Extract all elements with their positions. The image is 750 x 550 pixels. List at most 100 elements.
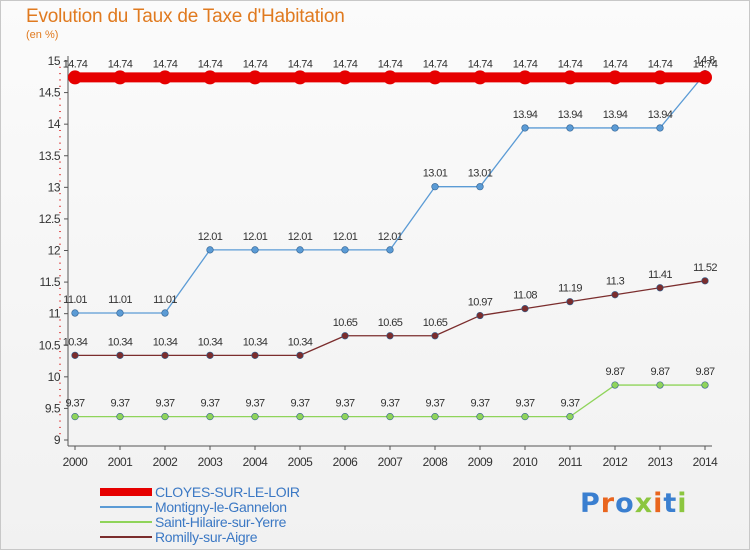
data-label: 14.74 bbox=[243, 58, 268, 70]
data-point bbox=[428, 70, 442, 85]
legend-label: CLOYES-SUR-LE-LOIR bbox=[155, 484, 300, 500]
data-label: 10.65 bbox=[333, 317, 358, 329]
data-point bbox=[608, 70, 622, 85]
data-point bbox=[161, 413, 169, 421]
y-tick-label: 10.5 bbox=[39, 338, 61, 352]
data-label: 9.37 bbox=[380, 398, 399, 410]
data-label: 12.01 bbox=[288, 231, 313, 243]
data-point bbox=[206, 246, 214, 254]
data-label: 14.74 bbox=[648, 58, 673, 70]
data-label: 10.34 bbox=[198, 336, 223, 348]
data-point bbox=[296, 413, 304, 421]
data-label: 11.3 bbox=[606, 276, 625, 288]
data-point bbox=[473, 70, 487, 85]
data-point bbox=[113, 70, 127, 85]
data-label: 14.74 bbox=[378, 58, 403, 70]
legend-swatch bbox=[100, 488, 152, 496]
data-label: 14.74 bbox=[693, 58, 718, 70]
data-label: 14.74 bbox=[468, 58, 493, 70]
y-tick-label: 13 bbox=[48, 180, 61, 194]
data-point bbox=[206, 413, 214, 421]
data-point bbox=[71, 309, 79, 317]
data-label: 9.37 bbox=[515, 398, 534, 410]
chart-unit-label: (en %) bbox=[26, 29, 59, 41]
data-label: 13.94 bbox=[603, 109, 628, 121]
data-point bbox=[611, 124, 619, 132]
data-point bbox=[116, 309, 124, 317]
x-tick-label: 2005 bbox=[288, 455, 314, 469]
x-tick-label: 2009 bbox=[468, 455, 494, 469]
data-label: 10.34 bbox=[288, 336, 313, 348]
data-point bbox=[521, 413, 529, 421]
data-label: 14.74 bbox=[288, 58, 313, 70]
data-label: 10.65 bbox=[423, 317, 448, 329]
data-label: 10.34 bbox=[63, 336, 88, 348]
data-label: 9.37 bbox=[560, 398, 579, 410]
data-label: 14.8 bbox=[695, 55, 714, 67]
data-point bbox=[563, 70, 577, 85]
brand-letter: o bbox=[615, 488, 635, 519]
data-label: 12.01 bbox=[198, 231, 223, 243]
data-label: 9.37 bbox=[65, 398, 84, 410]
data-label: 9.37 bbox=[425, 398, 444, 410]
data-label: 10.34 bbox=[108, 336, 133, 348]
data-point bbox=[338, 70, 352, 85]
data-label: 14.74 bbox=[333, 58, 358, 70]
data-label: 9.37 bbox=[290, 398, 309, 410]
data-label: 12.01 bbox=[378, 231, 403, 243]
x-tick-label: 2010 bbox=[513, 455, 539, 469]
x-tick-label: 2008 bbox=[423, 455, 449, 469]
line-chart: 9 9.5 10 10.5 11 11.5 12 12.5 13 13.5 14 14.5 15 2000… bbox=[39, 54, 719, 469]
brand-letter: x bbox=[634, 488, 654, 519]
brand-logo: Proxiti bbox=[580, 488, 688, 519]
x-tick-label: 2014 bbox=[693, 455, 719, 469]
data-label: 11.08 bbox=[513, 290, 537, 302]
brand-letter: i bbox=[653, 488, 664, 519]
y-tick-label: 12.5 bbox=[39, 212, 61, 226]
data-label: 11.52 bbox=[693, 262, 717, 274]
data-label: 12.01 bbox=[243, 231, 268, 243]
y-tick-label: 15 bbox=[48, 54, 61, 68]
y-tick-label: 14.5 bbox=[39, 86, 61, 100]
data-point bbox=[158, 70, 172, 85]
data-point bbox=[701, 381, 709, 389]
data-point bbox=[431, 183, 439, 191]
y-tick-label: 13.5 bbox=[39, 149, 61, 163]
data-point bbox=[116, 413, 124, 421]
data-label: 9.37 bbox=[470, 398, 489, 410]
data-point bbox=[341, 332, 349, 340]
data-label: 9.37 bbox=[200, 398, 219, 410]
data-point bbox=[341, 246, 349, 254]
data-point bbox=[296, 351, 304, 359]
data-label: 13.94 bbox=[558, 109, 583, 121]
data-label: 13.94 bbox=[648, 109, 673, 121]
data-point bbox=[386, 413, 394, 421]
x-tick-label: 2000 bbox=[63, 455, 89, 469]
data-point bbox=[521, 124, 529, 132]
data-point bbox=[386, 332, 394, 340]
data-point bbox=[251, 246, 259, 254]
brand-letter: t bbox=[663, 488, 678, 519]
y-tick-label: 11 bbox=[49, 307, 61, 321]
data-label: 9.37 bbox=[335, 398, 354, 410]
x-tick-label: 2007 bbox=[378, 455, 404, 469]
data-point bbox=[431, 332, 439, 340]
data-point bbox=[518, 70, 532, 85]
data-label: 9.87 bbox=[695, 366, 714, 378]
data-point bbox=[476, 413, 484, 421]
data-point bbox=[251, 351, 259, 359]
data-point bbox=[566, 413, 574, 421]
data-point bbox=[206, 351, 214, 359]
data-point bbox=[248, 70, 262, 85]
data-label: 14.74 bbox=[423, 58, 448, 70]
data-label: 10.97 bbox=[468, 297, 493, 309]
legend-swatch bbox=[100, 521, 152, 523]
data-point bbox=[653, 70, 667, 85]
legend-label: Romilly-sur-Aigre bbox=[155, 529, 258, 545]
y-tick-label: 10 bbox=[48, 370, 61, 384]
data-point bbox=[116, 351, 124, 359]
x-tick-label: 2001 bbox=[108, 455, 134, 469]
data-label: 9.87 bbox=[605, 366, 624, 378]
data-point bbox=[161, 309, 169, 317]
